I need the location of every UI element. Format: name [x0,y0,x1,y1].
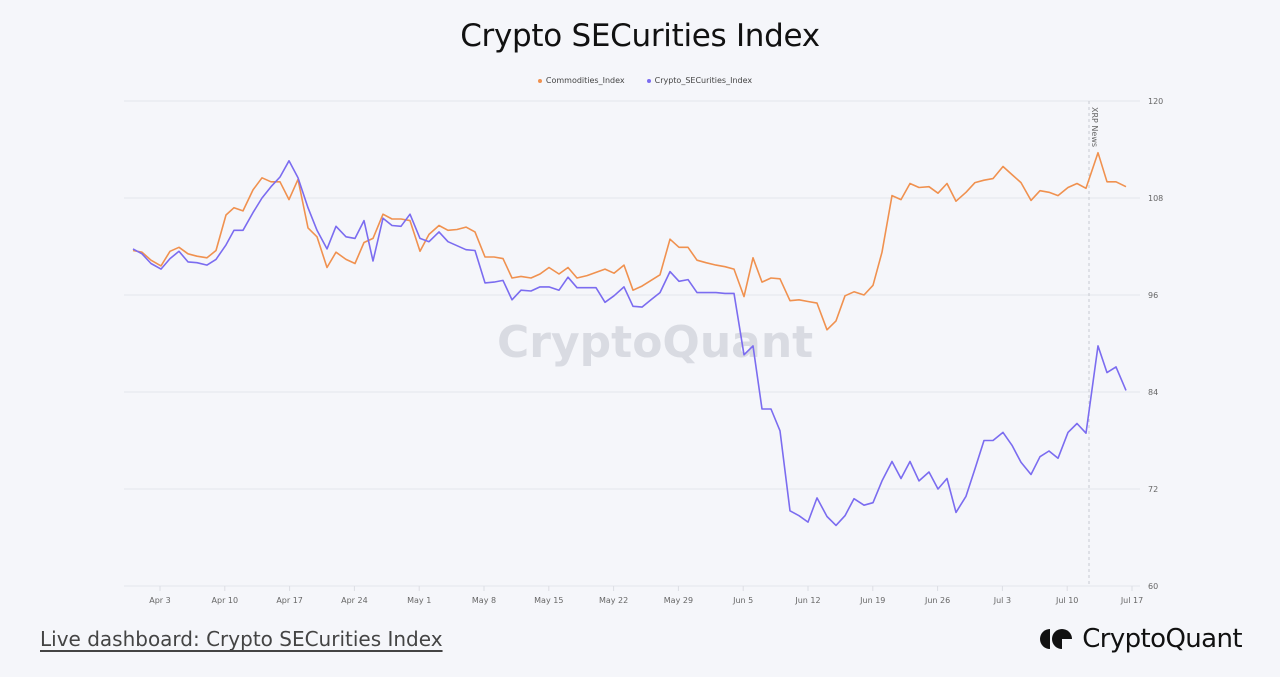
brand-name: CryptoQuant [1082,624,1242,654]
chart-title: Crypto SECurities Index [460,18,820,54]
y-tick-label: 84 [1148,388,1158,397]
legend-dot-crypto-securities [646,78,651,83]
y-tick-label: 120 [1148,97,1163,106]
x-tick-label: Apr 24 [341,596,368,605]
legend-item-crypto-securities[interactable]: Crypto_SECurities_Index [646,76,753,85]
legend-item-commodities[interactable]: Commodities_Index [537,76,625,85]
watermark: CryptoQuant [497,317,813,368]
y-tick-label: 96 [1148,291,1158,300]
legend-dot-commodities [537,78,542,83]
x-tick-label: May 8 [472,596,496,605]
annotation-label: XRP News [1090,107,1099,147]
series-line-crypto-securities-index [132,160,1127,527]
x-axis: Apr 3 Apr 10 Apr 17 Apr 24 May 1 May 8 May 15 M… [149,586,1143,605]
x-tick-label: May 29 [664,596,693,605]
y-axis: 60 72 84 96 108 120 [1148,97,1163,591]
series-lines [132,151,1127,527]
x-tick-label: Jun 26 [924,596,950,605]
x-tick-label: Jun 19 [859,596,885,605]
x-tick-label: Jul 17 [1120,596,1143,605]
y-tick-label: 108 [1148,194,1163,203]
x-tick-label: May 22 [599,596,628,605]
x-tick-label: May 15 [534,596,563,605]
x-tick-label: Apr 3 [149,596,170,605]
cryptoquant-logo-icon [1040,629,1073,649]
live-dashboard-link[interactable]: Live dashboard: Crypto SECurities Index [40,627,443,651]
legend: Commodities_Index Crypto_SECurities_Inde… [0,76,1280,85]
x-tick-label: Apr 17 [276,596,303,605]
x-tick-label: Apr 10 [212,596,239,605]
x-tick-label: Jul 3 [993,596,1011,605]
x-tick-label: May 1 [407,596,431,605]
brand-logo: CryptoQuant [1040,624,1243,654]
x-tick-label: Jun 12 [794,596,820,605]
legend-label-crypto-securities: Crypto_SECurities_Index [654,76,753,85]
y-tick-label: 72 [1148,485,1158,494]
series-line-commodities-index [132,151,1127,331]
x-tick-label: Jul 10 [1055,596,1078,605]
y-tick-label: 60 [1148,582,1158,591]
x-tick-label: Jun 5 [732,596,753,605]
legend-label-commodities: Commodities_Index [545,76,625,85]
grid-lines [124,100,1140,587]
